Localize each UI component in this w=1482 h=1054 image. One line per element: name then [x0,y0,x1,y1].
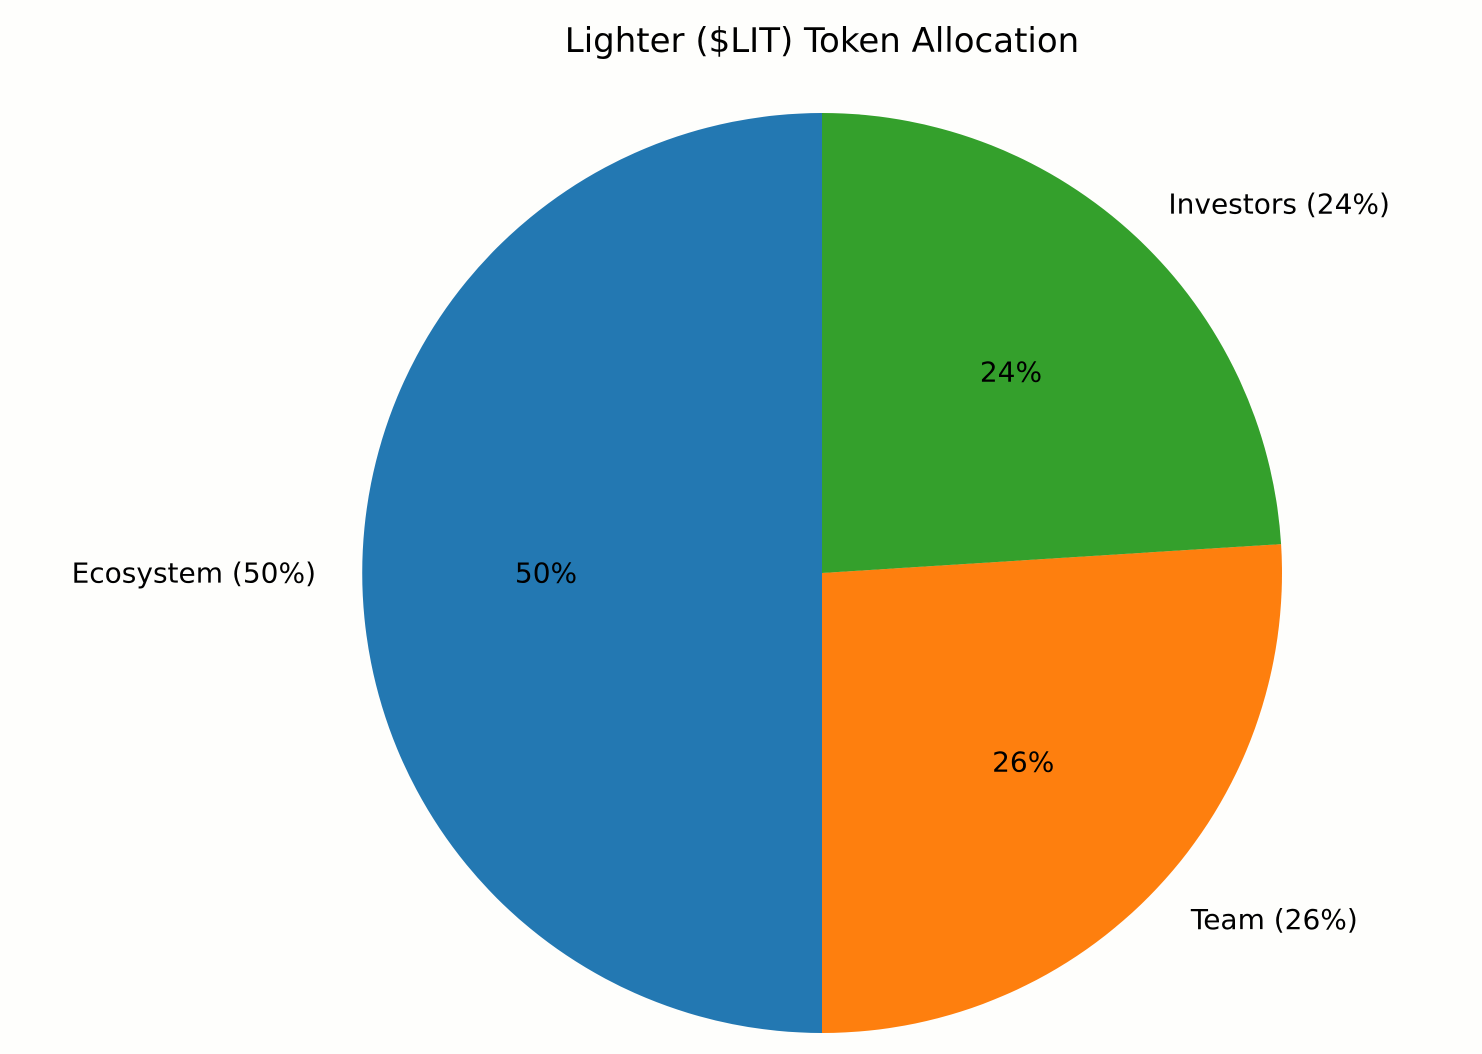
pie-slices [362,113,1282,1033]
pct-label-team: 26% [992,745,1054,778]
chart-title: Lighter ($LIT) Token Allocation [565,21,1079,61]
pie-slice-investors [822,113,1282,573]
pie-labels: 50% Ecosystem (50%) 26% Team (26%) 24% Invest… [72,188,1390,936]
pie-slice-team [822,544,1282,1033]
slice-label-team: Team (26%) [1190,903,1358,936]
pct-label-ecosystem: 50% [515,557,577,590]
slice-label-investors: Investors (24%) [1168,188,1390,221]
slice-label-ecosystem: Ecosystem (50%) [72,557,316,590]
pie-slice-ecosystem [362,113,822,1033]
pct-label-investors: 24% [980,355,1042,388]
